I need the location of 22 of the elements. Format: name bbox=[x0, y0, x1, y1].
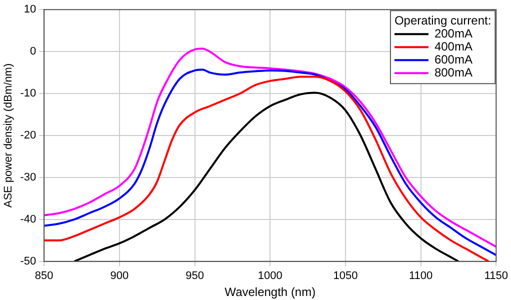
legend-label: 600mA bbox=[434, 52, 472, 66]
y-tick-label: -20 bbox=[20, 130, 36, 142]
x-axis-title: Wavelength (nm) bbox=[224, 285, 316, 300]
x-tick-label: 1100 bbox=[409, 270, 433, 282]
legend-title: Operating current: bbox=[394, 13, 492, 28]
y-tick-label: 0 bbox=[30, 46, 36, 58]
y-tick-label: -10 bbox=[20, 88, 36, 100]
x-tick-label: 850 bbox=[34, 270, 54, 282]
x-tick-label: 1000 bbox=[258, 270, 282, 282]
legend-label: 200mA bbox=[434, 26, 472, 40]
legend-label: 400mA bbox=[434, 39, 472, 54]
legend-label: 800mA bbox=[434, 65, 472, 80]
y-tick-label: 10 bbox=[24, 4, 36, 16]
x-tick-label: 1050 bbox=[333, 270, 358, 282]
x-tick-label: 950 bbox=[186, 270, 204, 282]
y-tick-label: -40 bbox=[20, 213, 36, 226]
x-tick-label: 900 bbox=[110, 270, 129, 282]
y-tick-label: -50 bbox=[20, 255, 36, 268]
x-tick-label: 1150 bbox=[484, 270, 508, 282]
line-series bbox=[73, 92, 460, 262]
y-tick-label: -30 bbox=[20, 172, 36, 184]
y-axis-title: ASE power density (dBm/nm) bbox=[2, 63, 15, 208]
